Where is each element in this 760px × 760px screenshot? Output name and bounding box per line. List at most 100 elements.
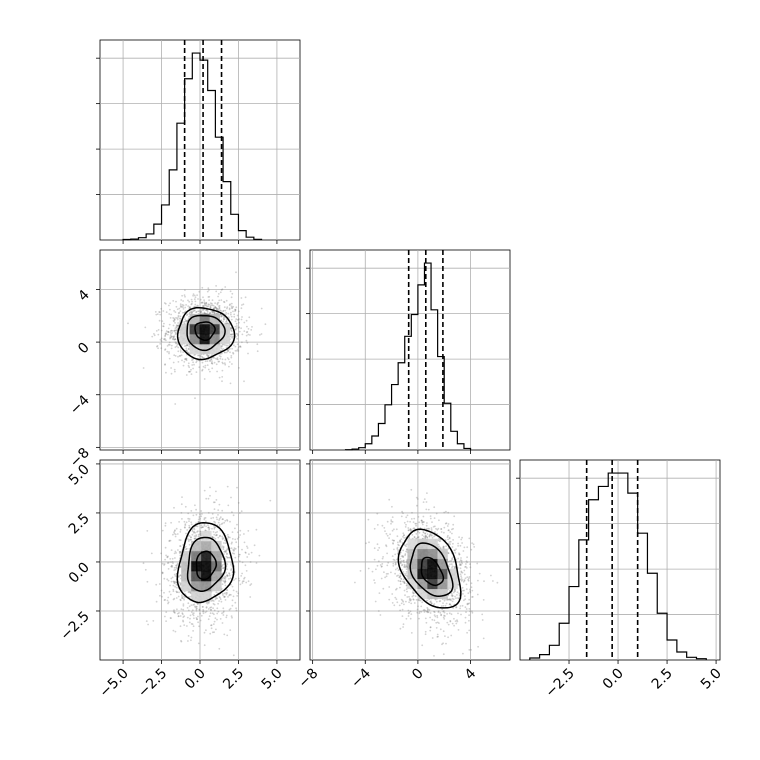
- scatter-point: [467, 603, 470, 605]
- scatter-point: [169, 336, 172, 339]
- scatter-point: [223, 580, 226, 583]
- scatter-point: [190, 521, 193, 524]
- scatter-point: [215, 307, 218, 310]
- scatter-point: [233, 344, 235, 347]
- scatter-point: [386, 564, 389, 567]
- scatter-point: [174, 311, 177, 313]
- scatter-point: [217, 610, 220, 613]
- scatter-point: [210, 624, 212, 627]
- scatter-point: [174, 580, 177, 583]
- scatter-point: [221, 358, 224, 361]
- scatter-point: [230, 355, 233, 357]
- scatter-point: [413, 536, 416, 538]
- scatter-point: [199, 532, 202, 535]
- scatter-point: [173, 506, 175, 509]
- scatter-point: [174, 612, 176, 614]
- scatter-point: [373, 579, 375, 581]
- scatter-point: [208, 299, 211, 302]
- scatter-point: [404, 553, 407, 555]
- scatter-point: [195, 371, 198, 373]
- scatter-point: [219, 596, 221, 599]
- scatter-point: [403, 534, 405, 536]
- scatter-point: [246, 545, 248, 548]
- scatter-point: [207, 512, 210, 514]
- scatter-point: [399, 572, 402, 575]
- scatter-point: [204, 366, 207, 369]
- scatter-point: [397, 549, 399, 552]
- scatter-point: [392, 539, 395, 542]
- scatter-point: [162, 325, 165, 328]
- scatter-point: [246, 341, 249, 344]
- scatter-point: [417, 605, 419, 608]
- scatter-point: [221, 288, 224, 291]
- scatter-point: [402, 535, 404, 538]
- scatter-point: [229, 536, 231, 539]
- scatter-point: [185, 357, 188, 360]
- scatter-point: [217, 358, 219, 361]
- scatter-point: [406, 565, 408, 567]
- scatter-point: [178, 551, 181, 553]
- scatter-point: [402, 571, 405, 573]
- scatter-point: [220, 315, 223, 317]
- scatter-point: [176, 308, 179, 311]
- scatter-point: [172, 324, 175, 327]
- scatter-point: [207, 305, 210, 307]
- scatter-point: [440, 605, 443, 607]
- scatter-point: [468, 608, 471, 610]
- scatter-point: [430, 602, 433, 605]
- scatter-point: [429, 626, 432, 629]
- scatter-point: [163, 322, 165, 325]
- scatter-point: [186, 320, 188, 322]
- scatter-point: [469, 591, 472, 594]
- pair-1-y-label-1: 2.5: [66, 510, 93, 537]
- scatter-point: [173, 530, 176, 532]
- scatter-point: [185, 374, 188, 376]
- scatter-point: [394, 563, 397, 566]
- scatter-point: [203, 302, 206, 305]
- scatter-point: [237, 326, 240, 329]
- density-cell: [201, 540, 212, 552]
- scatter-point: [218, 600, 221, 602]
- scatter-point: [247, 328, 250, 330]
- scatter-point: [459, 564, 461, 566]
- scatter-point: [471, 610, 473, 613]
- scatter-point: [232, 595, 235, 598]
- scatter-point: [463, 579, 466, 582]
- scatter-point: [173, 552, 176, 555]
- density-cell: [181, 580, 192, 592]
- density-cell: [201, 560, 212, 572]
- scatter-point: [173, 319, 176, 321]
- scatter-point: [160, 329, 163, 332]
- scatter-point: [191, 359, 193, 361]
- scatter-point: [181, 343, 183, 346]
- scatter-point: [168, 341, 171, 344]
- scatter-point: [236, 537, 239, 540]
- scatter-point: [179, 615, 182, 617]
- scatter-point: [208, 303, 211, 306]
- scatter-point: [386, 534, 389, 537]
- scatter-point: [226, 547, 229, 550]
- scatter-point: [223, 362, 226, 365]
- scatter-point: [225, 592, 228, 594]
- scatter-point: [465, 588, 468, 590]
- scatter-point: [409, 529, 412, 532]
- scatter-point: [413, 527, 416, 529]
- scatter-point: [241, 316, 243, 318]
- scatter-point: [200, 355, 202, 358]
- scatter-point: [224, 351, 226, 354]
- pair-1-x-label-0: −5.0: [97, 666, 132, 701]
- scatter-point: [209, 305, 212, 308]
- scatter-point: [172, 580, 175, 583]
- scatter-point: [231, 307, 234, 309]
- scatter-point: [237, 592, 240, 595]
- scatter-point: [224, 358, 227, 361]
- scatter-point: [247, 333, 250, 336]
- scatter-point: [210, 609, 212, 611]
- scatter-point: [237, 502, 240, 504]
- scatter-point: [199, 513, 201, 516]
- scatter-point: [202, 357, 205, 359]
- scatter-point: [226, 563, 229, 566]
- scatter-point: [212, 307, 215, 310]
- scatter-point: [184, 523, 187, 525]
- scatter-point: [237, 334, 239, 337]
